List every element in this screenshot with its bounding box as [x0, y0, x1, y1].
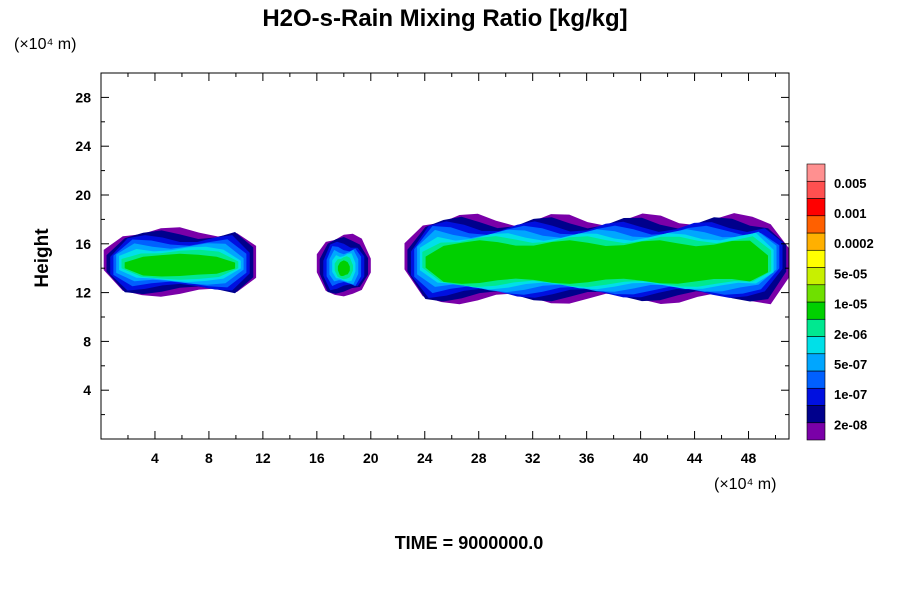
- x-tick-label: 28: [471, 450, 487, 466]
- y-tick-label: 28: [75, 89, 91, 105]
- y-tick-label: 8: [83, 333, 91, 349]
- colorbar-swatch: [806, 370, 826, 389]
- colorbar-swatch: [806, 232, 826, 251]
- colorbar: 0.005 0.001 0.0002 5e-05 1e-05 2e-06 5e-07 1e-0…: [806, 163, 874, 441]
- x-tick-label: 4: [151, 450, 159, 466]
- colorbar-swatch: [806, 301, 826, 320]
- y-tick-label: 16: [75, 236, 91, 252]
- x-tick-label: 12: [255, 450, 271, 466]
- x-axis: 4 8 12 16 20 24 28 32 36 40 44 48: [127, 73, 777, 466]
- y-unit-label: (×10⁴ m): [14, 36, 76, 53]
- x-axis-label: (×10⁴ m): [714, 476, 776, 493]
- x-tick-label: 36: [579, 450, 595, 466]
- cloud-field: [103, 213, 789, 305]
- colorbar-label: 1e-07: [834, 387, 867, 402]
- colorbar-label: 2e-08: [834, 417, 867, 432]
- colorbar-label: 1e-05: [834, 297, 867, 312]
- cloud-contour: [124, 253, 236, 277]
- colorbar-label: 0.0002: [834, 236, 874, 251]
- y-tick-label: 20: [75, 187, 91, 203]
- time-label: TIME = 9000000.0: [395, 533, 544, 553]
- x-tick-label: 16: [309, 450, 325, 466]
- x-tick-label: 24: [417, 450, 433, 466]
- x-tick-label: 8: [205, 450, 213, 466]
- colorbar-swatch: [806, 336, 826, 355]
- colorbar-label: 5e-07: [834, 357, 867, 372]
- plot-frame: [100, 72, 790, 440]
- x-tick-label: 32: [525, 450, 541, 466]
- chart-title: H2O-s-Rain Mixing Ratio [kg/kg]: [262, 5, 627, 32]
- colorbar-label: 2e-06: [834, 327, 867, 342]
- colorbar-swatch: [806, 267, 826, 286]
- colorbar-swatch: [806, 405, 826, 424]
- colorbar-label: 5e-05: [834, 266, 867, 281]
- colorbar-swatch: [806, 318, 826, 337]
- x-tick-label: 40: [633, 450, 649, 466]
- colorbar-swatch: [806, 284, 826, 303]
- x-tick-label: 20: [363, 450, 379, 466]
- y-axis-label: Height: [32, 228, 53, 288]
- colorbar-swatch: [806, 215, 826, 234]
- y-tick-label: 24: [75, 138, 91, 154]
- colorbar-swatch: [806, 353, 826, 372]
- x-tick-label: 44: [687, 450, 703, 466]
- colorbar-swatch: [806, 163, 826, 182]
- cloud-contour: [425, 240, 768, 284]
- colorbar-swatch: [806, 180, 826, 199]
- colorbar-label: 0.005: [834, 176, 867, 191]
- colorbar-swatch: [806, 249, 826, 268]
- colorbar-swatch: [806, 422, 826, 441]
- colorbar-swatch: [806, 198, 826, 217]
- x-tick-label: 48: [741, 450, 757, 466]
- colorbar-swatch: [806, 387, 826, 406]
- y-tick-label: 4: [83, 382, 91, 398]
- y-tick-label: 12: [75, 285, 91, 301]
- colorbar-label: 0.001: [834, 206, 867, 221]
- cloud-contour: [337, 260, 350, 277]
- y-axis: 4 8 12 16 20 24 28: [75, 89, 789, 416]
